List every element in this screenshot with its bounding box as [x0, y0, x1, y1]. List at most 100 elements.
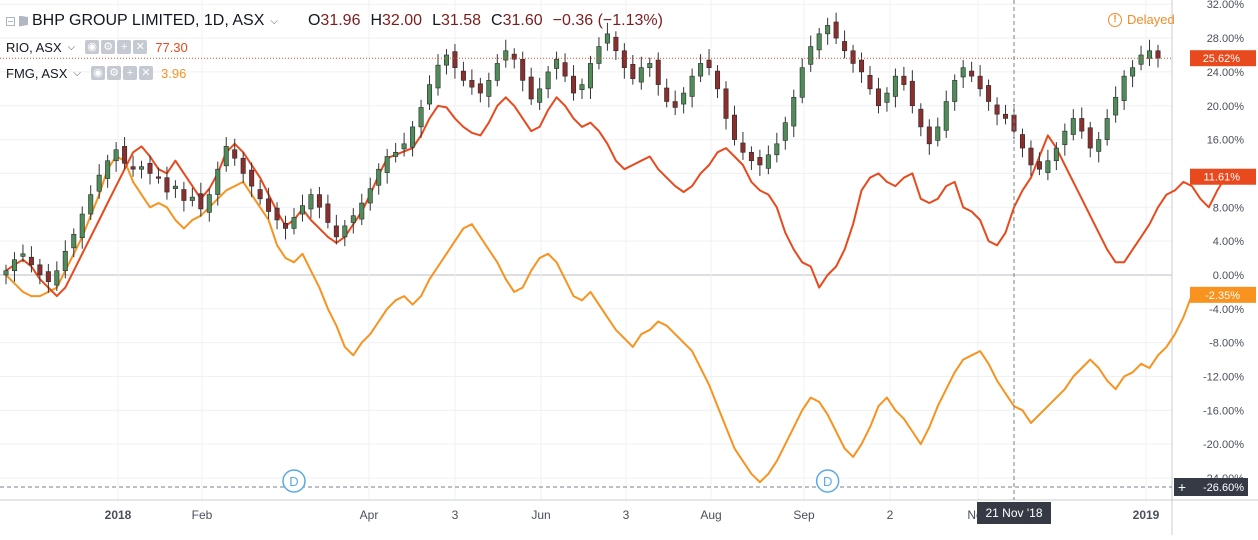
x-tick-label: 2019	[1133, 508, 1160, 522]
candle-body	[892, 75, 898, 97]
candle-body	[1147, 50, 1153, 59]
candle-body	[223, 146, 229, 167]
last-value-badge-bg	[1190, 286, 1256, 303]
candle-body	[113, 149, 119, 162]
x-tick-label: 3	[452, 508, 459, 522]
eye-icon[interactable]: ◉	[91, 66, 105, 80]
candle-body	[62, 250, 68, 272]
candle-body	[401, 143, 407, 150]
ohlc-values: O31.96 H32.00 L31.58 C31.60 −0.36 (−1.13…	[308, 12, 663, 30]
candle-body	[977, 75, 983, 90]
candle-body	[901, 75, 907, 85]
flag-icon[interactable]	[19, 15, 28, 27]
candle-body	[613, 36, 619, 52]
candle-body	[1062, 130, 1068, 145]
candle-body	[545, 71, 551, 90]
collapse-icon[interactable]	[6, 16, 15, 26]
candle-body	[291, 217, 297, 229]
candle-body	[842, 41, 848, 52]
plot-area	[0, 0, 1172, 500]
candle-body	[1121, 75, 1127, 101]
x-tick-label: 2018	[105, 508, 132, 522]
candle-body	[88, 194, 94, 215]
candle-body	[384, 156, 390, 173]
candle-body	[511, 53, 517, 60]
candle-body	[884, 92, 890, 103]
candle-body	[308, 194, 314, 210]
candle-body	[460, 70, 466, 81]
candle-body	[1070, 118, 1076, 135]
candle-body	[189, 196, 195, 201]
y-tick-label: 4.00%	[1213, 236, 1244, 248]
compare-row-rio: RIO, ASX ⌵ ◉ ⚙ + ✕ 77.30	[6, 34, 663, 60]
last-value-badge: 25.62%	[1203, 53, 1241, 65]
candle-body	[266, 198, 272, 212]
plus-icon[interactable]: +	[123, 66, 137, 80]
close-icon[interactable]: ✕	[139, 66, 153, 80]
low-value: L31.58	[432, 12, 482, 29]
candle-body	[427, 84, 433, 105]
chevron-down-icon[interactable]: ⌵	[67, 41, 76, 53]
eye-icon[interactable]: ◉	[85, 40, 100, 54]
candle-body	[147, 162, 153, 174]
candle-body	[791, 96, 797, 127]
candle-body	[494, 63, 500, 81]
candle-body	[723, 88, 729, 119]
candle-body	[960, 67, 966, 78]
chevron-down-icon[interactable]: ⌵	[270, 15, 278, 27]
delayed-badge[interactable]: ! Delayed	[1108, 12, 1175, 27]
crosshair-x-label-bg	[977, 502, 1051, 524]
candle-body	[410, 126, 416, 148]
candle-body	[333, 225, 339, 238]
candle-body	[257, 189, 263, 200]
y-tick-label: -16.00%	[1203, 405, 1244, 417]
chevron-down-icon[interactable]: ⌵	[73, 67, 81, 79]
compare-symbol-fmg[interactable]: FMG, ASX ⌵	[6, 66, 81, 81]
plus-icon[interactable]: +	[117, 40, 132, 54]
candle-body	[935, 126, 941, 141]
candle-body	[969, 70, 975, 77]
candle-body	[54, 270, 60, 286]
candle-body	[443, 54, 449, 66]
candle-body	[672, 101, 678, 108]
compare-symbol-rio[interactable]: RIO, ASX ⌵	[6, 40, 75, 55]
candle-body	[1003, 113, 1009, 119]
y-tick-label: -12.00%	[1203, 371, 1244, 383]
settings-icon[interactable]: ⚙	[101, 40, 116, 54]
close-icon[interactable]: ✕	[133, 40, 148, 54]
candle-body	[249, 169, 255, 187]
candle-body	[316, 194, 322, 208]
candle-body	[689, 75, 695, 97]
main-symbol[interactable]: BHP GROUP LIMITED, 1D, ASX ⌵	[32, 12, 278, 30]
y-tick-label: 20.00%	[1207, 101, 1245, 113]
x-tick-label: Aug	[700, 508, 721, 522]
candle-body	[782, 122, 788, 141]
candle-body	[435, 64, 441, 89]
settings-icon[interactable]: ⚙	[107, 66, 121, 80]
series-buttons: ◉ ⚙ + ✕	[91, 66, 153, 80]
last-value-badge-bg	[1190, 168, 1256, 185]
crosshair-x-label: 21 Nov '18	[986, 506, 1043, 520]
compare-value-rio: 77.30	[155, 39, 188, 55]
candle-body	[638, 67, 644, 83]
candle-body	[757, 157, 763, 166]
candle-body	[96, 174, 102, 192]
series-buttons: ◉ ⚙ + ✕	[85, 40, 148, 54]
candle-body	[621, 50, 627, 68]
candle-body	[503, 50, 509, 61]
x-tick-label: Jun	[531, 508, 550, 522]
crosshair-y-label: -26.60%	[1203, 482, 1244, 494]
x-tick-label: 3	[623, 508, 630, 522]
candle-body	[45, 271, 51, 283]
candle-body	[579, 84, 585, 90]
candle-body	[1028, 147, 1034, 166]
candle-body	[587, 63, 593, 89]
candle-body	[715, 70, 721, 90]
candle-body	[283, 223, 289, 229]
x-tick-label: Feb	[192, 508, 213, 522]
y-tick-label: 32.00%	[1207, 0, 1245, 11]
candle-body	[342, 225, 348, 238]
fmg-line	[5, 155, 1193, 484]
